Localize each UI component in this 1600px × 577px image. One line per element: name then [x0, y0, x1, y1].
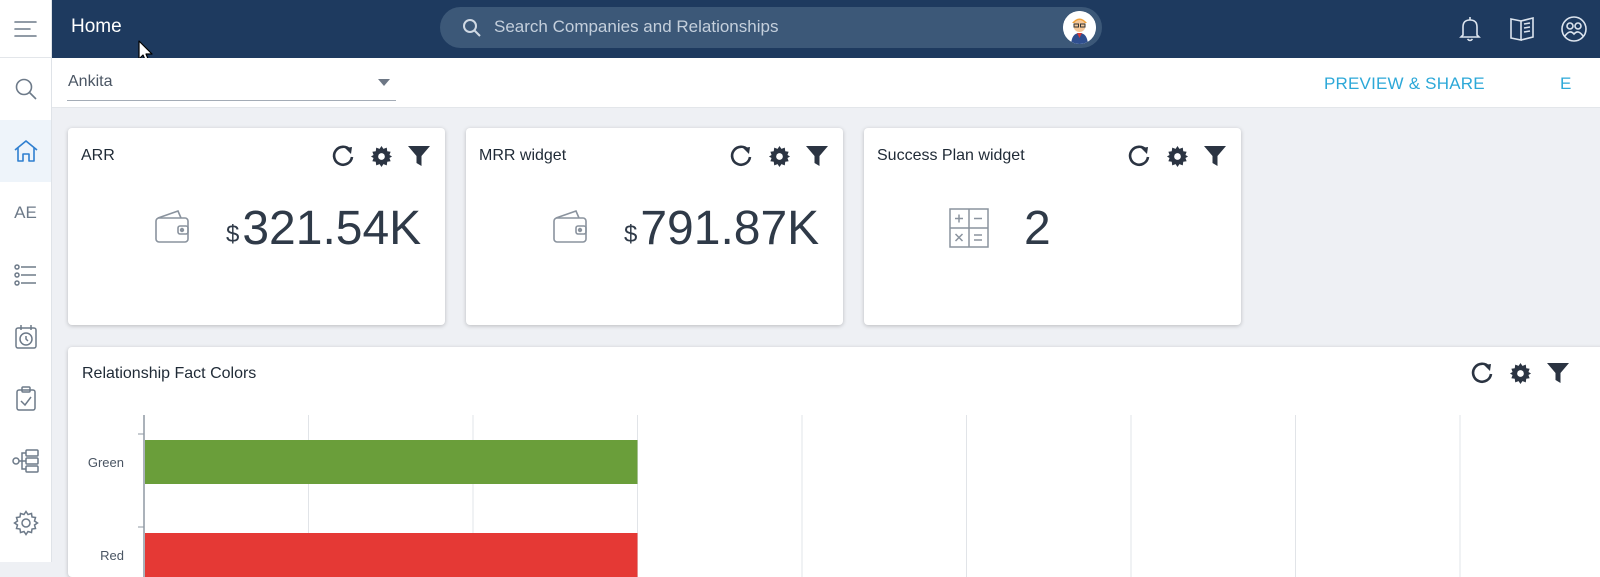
widget-tools	[329, 142, 433, 170]
search-icon	[15, 78, 37, 100]
avatar-icon	[1063, 11, 1096, 44]
user-select[interactable]: Ankita	[67, 70, 396, 101]
widget-title: Success Plan widget	[877, 147, 1025, 164]
resources-button[interactable]	[1496, 12, 1548, 46]
chart-title: Relationship Fact Colors	[82, 365, 257, 382]
refresh-icon	[332, 145, 354, 167]
widget-title: MRR widget	[479, 147, 567, 164]
calendar-clock-icon	[14, 325, 37, 349]
filter-button[interactable]	[405, 142, 433, 170]
wallet-icon	[553, 209, 587, 243]
user-select-value: Ankita	[68, 73, 113, 90]
search-input[interactable]	[494, 15, 1034, 39]
bell-icon	[1459, 17, 1481, 42]
refresh-icon	[1128, 145, 1150, 167]
nav-search[interactable]	[0, 58, 51, 120]
edit-button[interactable]: E	[1560, 74, 1572, 93]
profile-button[interactable]	[1548, 12, 1600, 46]
refresh-icon	[730, 145, 752, 167]
metric-value: 791.87K	[640, 202, 820, 255]
notifications-button[interactable]	[1444, 12, 1496, 46]
widget-metric: $ 791.87K	[624, 201, 819, 256]
widget-card-arr: ARR $ 321.54K	[68, 128, 445, 325]
gear-icon	[768, 145, 790, 167]
category-label: Red	[100, 548, 124, 563]
nav-ae[interactable]: AE	[0, 182, 51, 244]
widget-card-success-plan: Success Plan widget 2	[864, 128, 1241, 325]
filter-icon	[1547, 363, 1569, 383]
clipboard-check-icon	[15, 386, 36, 411]
refresh-button[interactable]	[1125, 142, 1153, 170]
list-icon	[13, 264, 36, 286]
nav-hierarchy[interactable]	[0, 430, 51, 492]
top-actions	[1444, 12, 1600, 46]
widget-tools	[1125, 142, 1229, 170]
widget-tools	[727, 142, 831, 170]
top-bar: Home	[52, 0, 1600, 58]
refresh-icon	[1471, 362, 1493, 384]
bar-red[interactable]	[145, 533, 638, 577]
users-circle-icon	[1561, 16, 1587, 42]
gear-icon	[12, 510, 39, 536]
filter-icon	[806, 146, 828, 166]
gear-icon	[370, 145, 392, 167]
refresh-button[interactable]	[727, 142, 755, 170]
dashboard-toolbar: Ankita PREVIEW & SHARE E	[52, 58, 1600, 108]
category-label: Green	[88, 455, 124, 470]
metric-value: 321.54K	[242, 202, 422, 255]
calculator-icon	[949, 208, 989, 248]
gear-icon	[1509, 362, 1531, 384]
widget-title: ARR	[81, 147, 115, 164]
home-icon	[13, 140, 38, 162]
bar-green[interactable]	[145, 440, 638, 484]
settings-button[interactable]	[765, 142, 793, 170]
page-title: Home	[71, 16, 122, 37]
widget-metric: 2	[1021, 201, 1051, 256]
bar-chart: Green Red	[88, 415, 1461, 577]
filter-button[interactable]	[1201, 142, 1229, 170]
filter-icon	[1204, 146, 1226, 166]
currency-symbol: $	[226, 221, 240, 248]
chart-widget-relationship-fact-colors: Relationship Fact Colors Green Red	[68, 347, 1600, 577]
chevron-down-icon	[378, 79, 390, 86]
global-search[interactable]	[440, 7, 1102, 48]
wallet-icon	[155, 209, 189, 243]
widget-card-mrr: MRR widget $ 791.87K	[466, 128, 843, 325]
hierarchy-icon	[11, 449, 39, 473]
preview-share-button[interactable]: PREVIEW & SHARE	[1324, 74, 1485, 93]
currency-symbol: $	[624, 221, 638, 248]
left-nav-rail: AE	[0, 0, 52, 562]
filter-icon	[408, 146, 430, 166]
metric-value: 2	[1024, 202, 1051, 255]
filter-button[interactable]	[803, 142, 831, 170]
settings-button[interactable]	[1506, 359, 1534, 387]
gear-icon	[1166, 145, 1188, 167]
refresh-button[interactable]	[329, 142, 357, 170]
search-icon	[463, 19, 481, 37]
settings-button[interactable]	[367, 142, 395, 170]
nav-schedule[interactable]	[0, 306, 51, 368]
nav-settings[interactable]	[0, 492, 51, 554]
hamburger-menu-icon	[13, 20, 37, 37]
filter-button[interactable]	[1544, 359, 1572, 387]
assistant-avatar[interactable]	[1063, 11, 1096, 44]
nav-tasks[interactable]	[0, 368, 51, 430]
widget-metric: $ 321.54K	[226, 201, 421, 256]
book-icon	[1510, 16, 1534, 41]
nav-timeline[interactable]	[0, 244, 51, 306]
chart-tools	[1468, 359, 1572, 387]
nav-home[interactable]	[0, 120, 51, 182]
nav-ae-label: AE	[14, 203, 37, 222]
refresh-button[interactable]	[1468, 359, 1496, 387]
settings-button[interactable]	[1163, 142, 1191, 170]
menu-button[interactable]	[0, 0, 51, 58]
